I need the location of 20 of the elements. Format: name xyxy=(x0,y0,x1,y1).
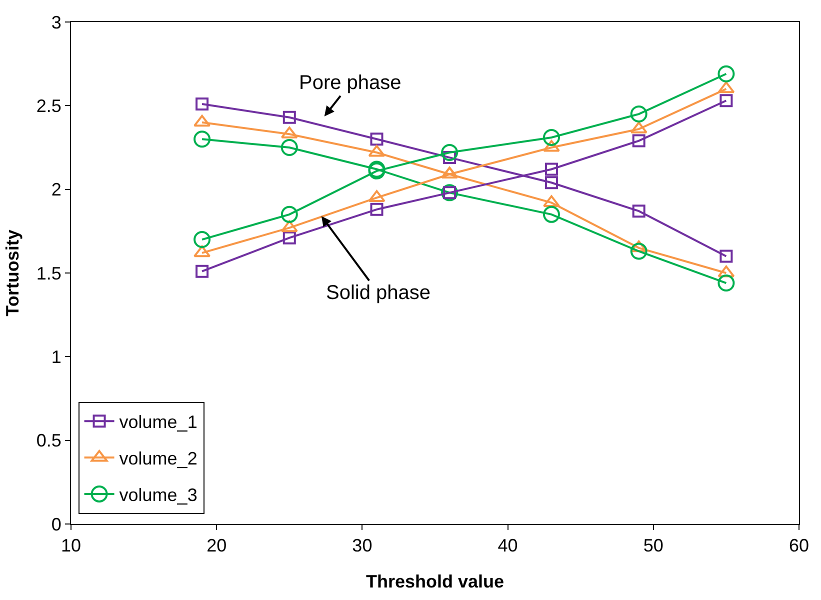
annotation: Solid phase xyxy=(326,282,431,304)
legend-label: volume_1 xyxy=(119,412,198,432)
y-tick-label: 0 xyxy=(51,514,62,534)
y-tick-label: 1 xyxy=(51,346,62,367)
legend-label: volume_3 xyxy=(119,484,198,505)
x-tick-label: 30 xyxy=(352,536,372,556)
x-tick-label: 20 xyxy=(206,536,227,556)
x-tick-label: 10 xyxy=(60,536,82,556)
legend-label: volume_2 xyxy=(119,448,198,469)
y-tick-label: 1.5 xyxy=(36,263,62,284)
y-tick-label: 2.5 xyxy=(36,96,62,116)
x-tick-label: 50 xyxy=(643,536,664,556)
y-tick-label: 2 xyxy=(51,180,62,200)
x-tick-label: 40 xyxy=(498,536,518,556)
y-tick-label: 3 xyxy=(51,12,62,32)
x-axis-title: Threshold value xyxy=(366,572,504,592)
annotation: Pore phase xyxy=(299,72,402,94)
x-tick-label: 60 xyxy=(788,536,810,556)
y-tick-label: 0.5 xyxy=(36,430,62,451)
y-axis-title: Tortuosity xyxy=(2,230,23,316)
